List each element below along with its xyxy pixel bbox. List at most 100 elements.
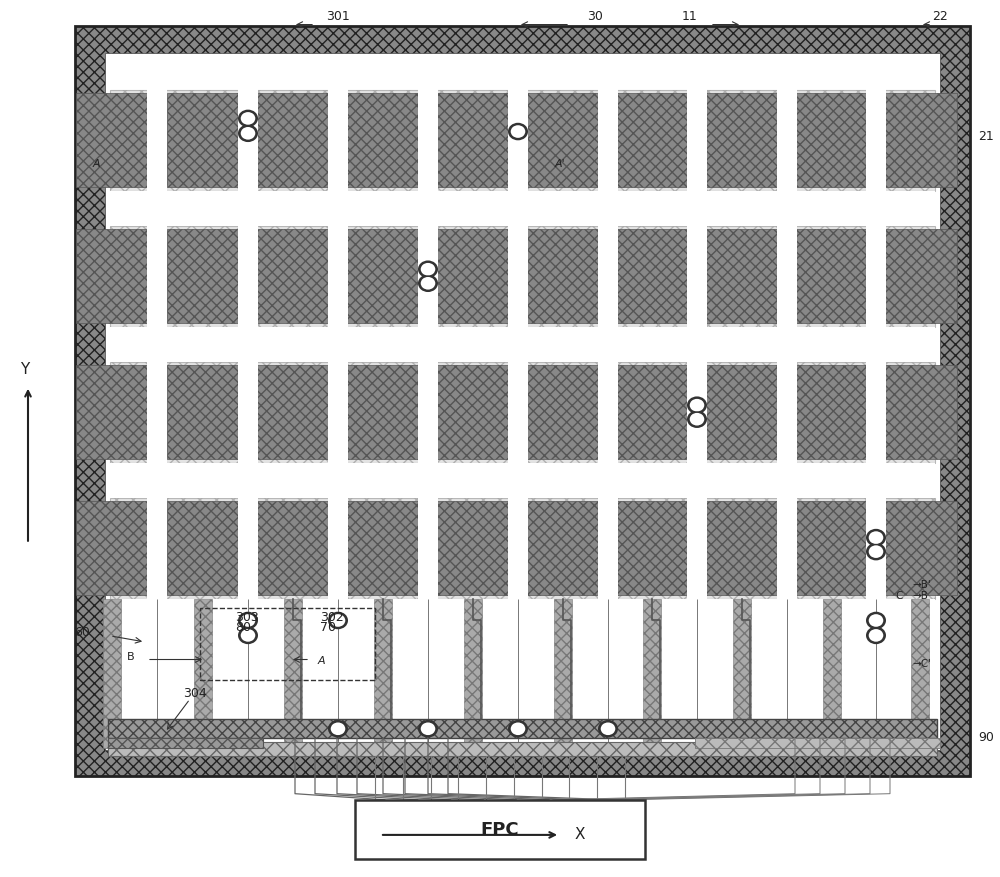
Bar [418, 54, 438, 748]
Bar [147, 54, 167, 748]
Circle shape [418, 260, 438, 278]
Bar [110, 462, 935, 497]
Circle shape [328, 612, 348, 630]
Bar [436, 365, 509, 460]
Circle shape [238, 612, 258, 630]
Bar [643, 598, 661, 748]
Bar [328, 54, 348, 748]
Bar [616, 365, 688, 460]
Text: FPC: FPC [481, 821, 519, 838]
Bar [508, 54, 528, 748]
Bar [105, 53, 940, 750]
Text: 22: 22 [932, 11, 948, 23]
Bar [355, 800, 645, 859]
Bar [110, 191, 935, 225]
Circle shape [238, 626, 258, 644]
Bar [76, 94, 149, 188]
Circle shape [687, 396, 707, 414]
Bar [526, 365, 600, 460]
Text: 21: 21 [978, 131, 994, 143]
Bar [108, 719, 937, 738]
Bar [194, 598, 212, 748]
Circle shape [868, 614, 884, 628]
Circle shape [330, 722, 346, 736]
Bar [706, 94, 778, 188]
Text: 80: 80 [235, 622, 251, 634]
Text: 70: 70 [320, 622, 336, 634]
Circle shape [868, 628, 884, 642]
Text: →C': →C' [912, 659, 931, 668]
Text: B: B [127, 652, 135, 661]
Bar [256, 365, 330, 460]
Bar [418, 54, 438, 748]
Circle shape [418, 275, 438, 292]
Bar [76, 229, 149, 323]
Bar [256, 94, 330, 188]
Circle shape [240, 126, 256, 140]
Circle shape [598, 720, 618, 738]
Bar [110, 326, 935, 361]
Bar [866, 54, 886, 748]
Bar [110, 361, 935, 462]
Bar [166, 94, 240, 188]
Circle shape [420, 276, 436, 290]
Circle shape [508, 123, 528, 140]
Bar [238, 54, 258, 748]
Bar [796, 501, 868, 595]
Bar [884, 94, 957, 188]
Circle shape [418, 720, 438, 738]
Bar [200, 608, 375, 680]
Circle shape [866, 543, 886, 560]
Text: 304: 304 [183, 688, 207, 700]
Text: 60: 60 [74, 626, 90, 638]
Text: A: A [318, 656, 326, 666]
Circle shape [868, 545, 884, 559]
Text: 11: 11 [682, 11, 698, 23]
Bar [796, 365, 868, 460]
Bar [147, 54, 167, 748]
Bar [796, 229, 868, 323]
Bar [166, 501, 240, 595]
Bar [554, 598, 572, 748]
Circle shape [328, 720, 348, 738]
Circle shape [510, 722, 526, 736]
Bar [733, 598, 751, 748]
Bar [526, 94, 600, 188]
Bar [256, 229, 330, 323]
Text: 302: 302 [320, 611, 344, 624]
Bar [110, 225, 935, 326]
Text: 301: 301 [326, 11, 350, 23]
Bar [884, 365, 957, 460]
Bar [110, 598, 935, 748]
Bar [911, 598, 929, 748]
Circle shape [330, 614, 346, 628]
Bar [796, 94, 868, 188]
Circle shape [420, 262, 436, 276]
Circle shape [420, 722, 436, 736]
Bar [76, 501, 149, 595]
Bar [238, 54, 258, 748]
Bar [777, 54, 797, 748]
Circle shape [240, 111, 256, 125]
Circle shape [240, 614, 256, 628]
Bar [436, 229, 509, 323]
Bar [436, 94, 509, 188]
Circle shape [866, 626, 886, 644]
Text: C: C [895, 591, 902, 601]
Bar [526, 229, 600, 323]
Bar [110, 497, 935, 598]
Bar [706, 501, 778, 595]
Bar [166, 229, 240, 323]
Text: A: A [93, 159, 101, 168]
Circle shape [238, 125, 258, 142]
Bar [75, 26, 970, 776]
Bar [526, 501, 600, 595]
Circle shape [866, 612, 886, 630]
Bar [347, 94, 420, 188]
Bar [108, 742, 937, 756]
Circle shape [866, 529, 886, 546]
Text: Y: Y [20, 362, 30, 377]
Bar [706, 365, 778, 460]
Circle shape [238, 110, 258, 127]
Bar [508, 54, 528, 748]
